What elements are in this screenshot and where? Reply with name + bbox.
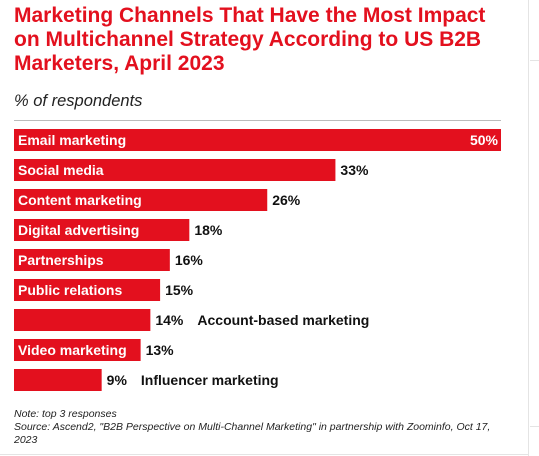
category-label: Influencer marketing — [141, 372, 279, 388]
divider — [14, 120, 501, 121]
bar — [14, 219, 190, 241]
value-label: 14% — [155, 312, 184, 328]
bar-chart: Email marketing 50% Social media 33% Content… — [14, 129, 501, 391]
value-label: 15% — [165, 282, 194, 298]
right-edge-rule — [528, 0, 529, 456]
category-label: Social media — [18, 162, 104, 178]
value-label: 26% — [272, 192, 301, 208]
bar — [14, 309, 151, 331]
bottom-edge-rule — [0, 454, 528, 455]
value-label: 9% — [107, 372, 128, 388]
bar — [14, 279, 161, 301]
right-edge-tick — [530, 60, 539, 61]
value-label: 13% — [146, 342, 175, 358]
value-label: 33% — [340, 162, 369, 178]
category-label: Video marketing — [18, 342, 127, 358]
chart-subtitle: % of respondents — [14, 92, 143, 110]
bar — [14, 369, 102, 391]
footnote-source: Source: Ascend2, "B2B Perspective on Mul… — [14, 421, 491, 446]
category-label: Public relations — [18, 282, 122, 298]
category-label: Account-based marketing — [197, 312, 369, 328]
chart-title: Marketing Channels That Have the Most Im… — [14, 4, 486, 75]
category-label: Digital advertising — [18, 222, 139, 238]
category-label: Email marketing — [18, 132, 126, 148]
value-label: 18% — [194, 222, 223, 238]
right-edge-tick — [530, 426, 539, 427]
category-label: Content marketing — [18, 192, 142, 208]
footnote-note: Note: top 3 responses — [14, 408, 117, 420]
value-label: 50% — [470, 132, 499, 148]
category-label: Partnerships — [18, 252, 104, 268]
bar — [14, 189, 268, 211]
footnote: Note: top 3 responses Source: Ascend2, "… — [14, 408, 514, 447]
value-label: 16% — [175, 252, 204, 268]
bar — [14, 129, 501, 151]
bar — [14, 339, 141, 361]
bar — [14, 249, 170, 271]
bar — [14, 159, 336, 181]
